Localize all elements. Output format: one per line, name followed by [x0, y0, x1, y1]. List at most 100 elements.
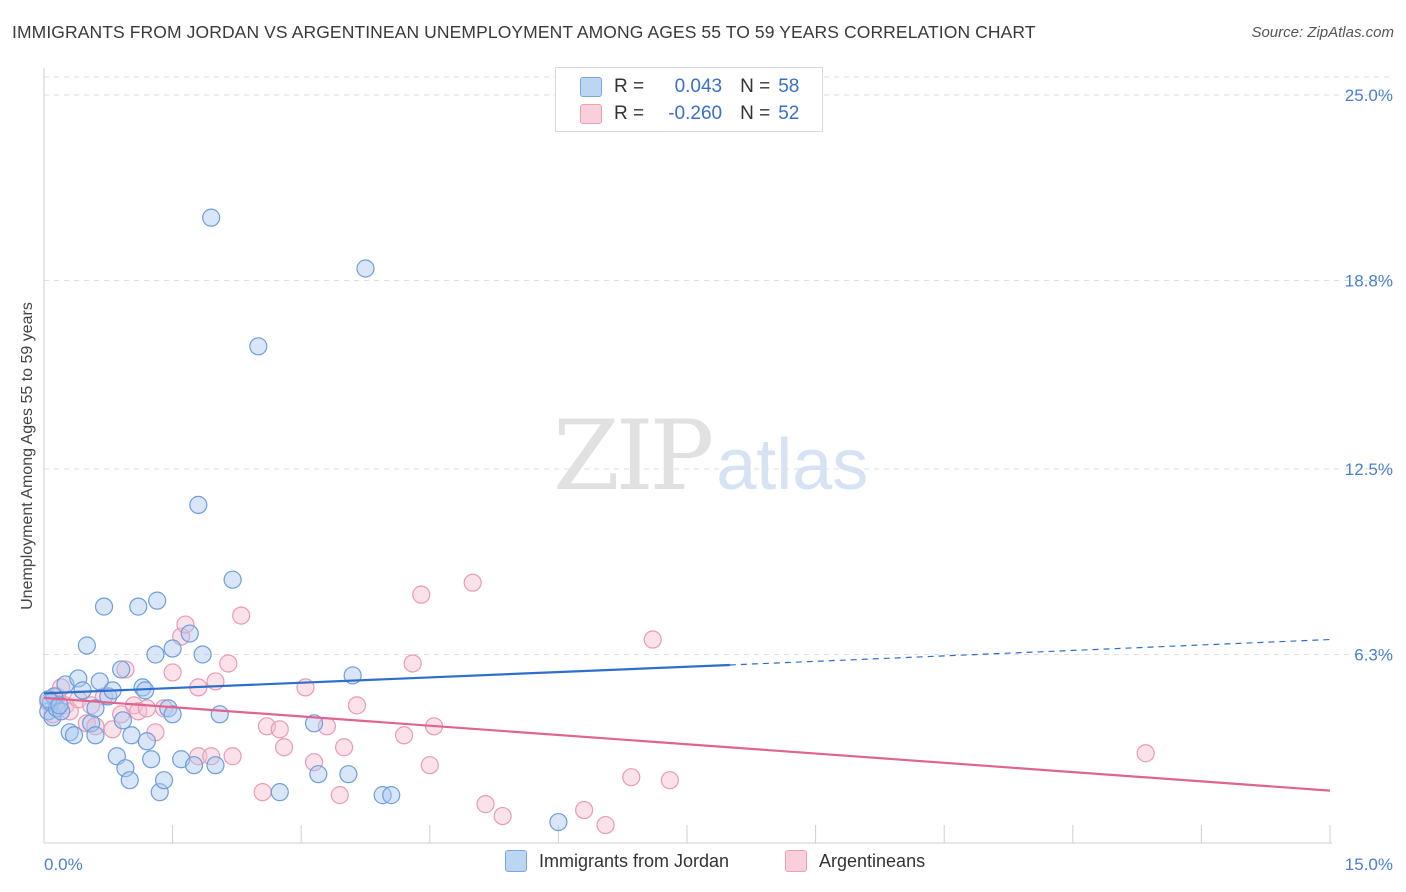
data-point-jordan [249, 337, 268, 356]
y-tick-label: 12.5% [1345, 460, 1393, 479]
data-point-argentineans [463, 573, 482, 592]
data-point-argentineans [394, 726, 414, 745]
trend-line-jordan [43, 663, 730, 695]
data-point-argentineans [330, 786, 349, 805]
data-point-jordan [86, 726, 105, 745]
data-point-jordan [73, 681, 92, 700]
data-point-argentineans [274, 738, 294, 757]
data-point-argentineans [596, 815, 615, 835]
data-point-argentineans [202, 747, 221, 766]
data-point-jordan [150, 783, 169, 802]
data-point-jordan [90, 672, 109, 691]
watermark-atlas: atlas [716, 425, 869, 505]
data-point-argentineans [232, 606, 251, 625]
data-point-jordan [82, 714, 101, 733]
data-point-jordan [184, 756, 204, 775]
data-point-jordan [94, 597, 114, 616]
data-point-jordan [202, 208, 221, 227]
series-swatch-argentineans [785, 850, 807, 872]
series-legend-argentineans: Argentineans [785, 850, 925, 872]
data-point-jordan [129, 597, 148, 616]
data-point-jordan [210, 705, 229, 724]
data-point-argentineans [253, 783, 272, 802]
data-point-jordan [223, 570, 242, 589]
data-point-jordan [189, 495, 208, 514]
data-point-argentineans [622, 768, 641, 787]
axes [43, 68, 1332, 844]
legend-n-label-argentineans: N = [740, 103, 771, 124]
data-point-argentineans [403, 654, 422, 673]
y-tick-label: 18.8% [1345, 271, 1393, 290]
data-point-argentineans [347, 696, 367, 715]
data-point-jordan [64, 726, 84, 745]
data-point-argentineans [163, 663, 182, 682]
data-point-jordan [122, 726, 141, 745]
correlation-legend: R = 0.043 N = 58 R = -0.260 N = 52 [555, 67, 823, 132]
data-point-jordan [113, 711, 132, 730]
trend-line-jordan-extrapolated [729, 638, 1331, 666]
data-point-jordan [304, 714, 324, 733]
data-point-argentineans [334, 738, 354, 757]
data-point-jordan [154, 771, 174, 790]
data-point-argentineans [643, 630, 662, 649]
data-point-jordan [69, 669, 88, 688]
data-point-jordan [137, 732, 156, 751]
x-tick-label-min: 0.0% [44, 855, 83, 874]
data-point-jordan [193, 645, 212, 664]
x-tick-marks [43, 825, 1331, 843]
data-point-jordan [180, 624, 199, 643]
legend-n-label-jordan: N = [740, 76, 771, 97]
data-point-argentineans [189, 747, 208, 766]
data-point-argentineans [575, 800, 594, 820]
trend-line-argentineans [43, 696, 1331, 792]
data-point-jordan [270, 783, 289, 802]
data-point-argentineans [1136, 744, 1155, 763]
series-legend: Immigrants from Jordan Argentineans [0, 850, 1406, 878]
series-legend-jordan: Immigrants from Jordan [505, 850, 729, 872]
data-point-argentineans [412, 585, 431, 604]
watermark-zip: ZIP [553, 400, 714, 512]
series-swatch-jordan [505, 850, 527, 872]
gridlines [44, 76, 1392, 655]
data-point-jordan [112, 660, 131, 679]
legend-n-value-jordan: 58 [778, 76, 800, 97]
legend-n-value-argentineans: 52 [778, 103, 800, 124]
data-point-jordan [116, 759, 135, 778]
data-point-argentineans [223, 747, 242, 766]
data-point-jordan [77, 636, 96, 655]
chart-title: IMMIGRANTS FROM JORDAN VS ARGENTINEAN UN… [12, 22, 1036, 42]
data-point-argentineans [103, 720, 122, 739]
data-point-argentineans [660, 771, 679, 790]
legend-swatch-argentineans [580, 104, 602, 124]
argentineans-points [39, 573, 1155, 835]
legend-r-label-jordan: R = [614, 76, 645, 97]
data-point-jordan [120, 771, 139, 790]
data-point-argentineans [476, 795, 495, 814]
data-point-jordan [163, 705, 182, 724]
data-point-argentineans [270, 720, 289, 739]
series-label-argentineans: Argentineans [819, 850, 926, 871]
data-point-jordan [206, 756, 225, 775]
y-tick-labels: 6.3% 12.5% 18.8% 25.0% [1345, 86, 1393, 665]
data-point-jordan [146, 645, 165, 664]
data-point-jordan [549, 812, 568, 832]
y-tick-label: 6.3% [1354, 645, 1393, 664]
y-tick-label: 25.0% [1345, 86, 1393, 105]
data-point-argentineans [420, 756, 439, 775]
data-point-jordan [148, 591, 167, 610]
data-point-jordan [339, 765, 358, 784]
data-point-jordan [163, 639, 182, 658]
data-point-jordan [356, 259, 375, 278]
data-point-argentineans [116, 660, 135, 679]
data-point-argentineans [219, 654, 238, 673]
trend-lines [43, 638, 1331, 792]
legend-r-label-argentineans: R = [614, 103, 645, 124]
legend-row-jordan: R = 0.043 N = 58 [580, 75, 799, 99]
data-point-jordan [309, 765, 328, 784]
data-point-argentineans [304, 753, 324, 772]
data-point-jordan [50, 696, 69, 715]
jordan-points [39, 208, 568, 832]
data-point-jordan [142, 750, 161, 769]
legend-swatch-jordan [580, 77, 602, 97]
